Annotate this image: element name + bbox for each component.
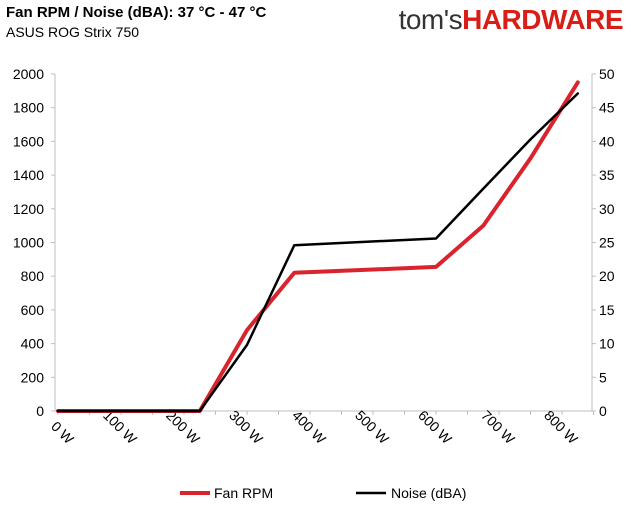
legend-label-noise: Noise (dBA) — [391, 485, 466, 501]
x-tick-label: 600 W — [415, 407, 455, 447]
y-left-tick-label: 800 — [21, 268, 45, 284]
x-tick-label: 700 W — [478, 407, 518, 447]
y-left-tick-label: 2000 — [13, 66, 44, 82]
x-tick-label: 0 W — [48, 418, 77, 447]
y-left-tick-label: 200 — [21, 369, 45, 385]
brand-logo-prefix: tom's — [398, 4, 463, 35]
y-right-tick-label: 20 — [599, 268, 615, 284]
y-left-tick-label: 1000 — [13, 235, 44, 251]
y-left-tick-label: 1400 — [13, 167, 44, 183]
y-right-tick-label: 15 — [599, 302, 615, 318]
y-right-tick-label: 5 — [599, 369, 607, 385]
y-right-tick-label: 40 — [599, 133, 615, 149]
legend-label-fan-rpm: Fan RPM — [214, 485, 273, 501]
series-line-fan-rpm — [56, 80, 580, 413]
y-left-tick-label: 400 — [21, 336, 45, 352]
y-left-tick-label: 600 — [21, 302, 45, 318]
chart-title: Fan RPM / Noise (dBA): 37 °C - 47 °C — [6, 4, 267, 21]
brand-logo: tom'sHARDWARE — [398, 4, 624, 35]
y-right-tick-label: 10 — [599, 336, 615, 352]
y-right-tick-label: 25 — [599, 235, 615, 251]
y-right-tick-label: 35 — [599, 167, 615, 183]
series-line-noise — [56, 92, 580, 413]
brand-logo-suffix: HARDWARE — [462, 4, 623, 35]
y-right-tick-label: 45 — [599, 100, 615, 116]
y-left-tick-label: 0 — [36, 403, 44, 419]
y-left-tick-label: 1600 — [13, 133, 44, 149]
chart-subtitle: ASUS ROG Strix 750 — [6, 24, 140, 40]
x-tick-label: 100 W — [100, 407, 140, 447]
x-tick-label: 300 W — [226, 407, 266, 447]
y-right-tick-label: 30 — [599, 201, 615, 217]
x-tick-label: 500 W — [352, 407, 392, 447]
x-tick-label: 400 W — [289, 407, 329, 447]
x-tick-label: 800 W — [541, 407, 581, 447]
y-right-tick-label: 0 — [599, 403, 607, 419]
y-right-tick-label: 50 — [599, 66, 615, 82]
x-tick-label: 200 W — [163, 407, 203, 447]
y-left-tick-label: 1800 — [13, 100, 44, 116]
y-left-tick-label: 1200 — [13, 201, 44, 217]
